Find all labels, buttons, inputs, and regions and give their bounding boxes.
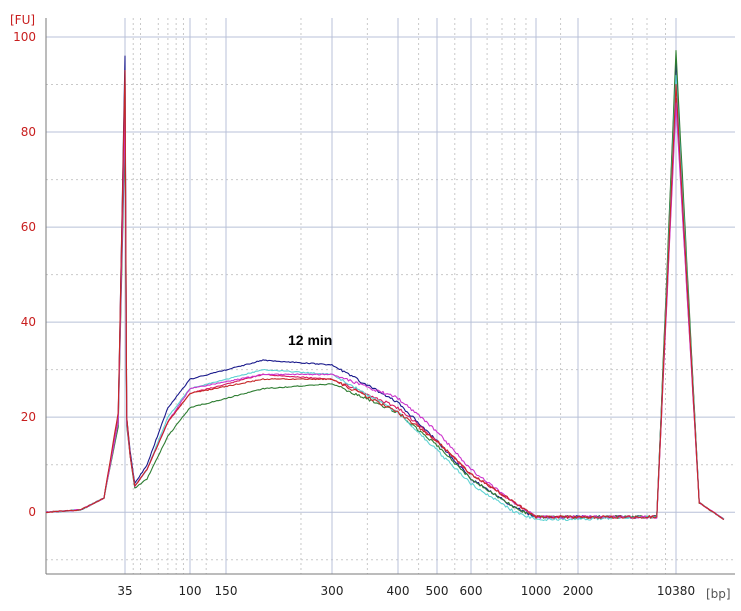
y-axis-unit-label: [FU] (10, 13, 35, 27)
y-tick-label: 40 (21, 315, 36, 329)
y-tick-label: 80 (21, 125, 36, 139)
series-layer (45, 50, 725, 522)
y-tick-label: 100 (13, 30, 36, 44)
major-grid (46, 18, 735, 574)
chart-annotation: 12 min (288, 332, 332, 348)
x-tick-label: 300 (321, 584, 344, 598)
x-tick-labels: 35 100 150 300 400 500 600 1000 2000 10380 (117, 584, 695, 598)
x-tick-label: 500 (426, 584, 449, 598)
y-tick-labels: 0 20 40 60 80 100 (13, 30, 36, 519)
x-tick-label: 1000 (521, 584, 552, 598)
x-tick-label: 600 (460, 584, 483, 598)
x-tick-label: 2000 (563, 584, 594, 598)
y-tick-label: 60 (21, 220, 36, 234)
x-axis-unit-label: [bp] (706, 587, 731, 601)
x-tick-label: 10380 (657, 584, 695, 598)
x-tick-label: 100 (179, 584, 202, 598)
series-line-6 (45, 69, 725, 520)
x-tick-label: 35 (117, 584, 132, 598)
x-tick-label: 150 (215, 584, 238, 598)
x-tick-label: 400 (387, 584, 410, 598)
y-tick-label: 20 (21, 410, 36, 424)
y-tick-label: 0 (28, 505, 36, 519)
